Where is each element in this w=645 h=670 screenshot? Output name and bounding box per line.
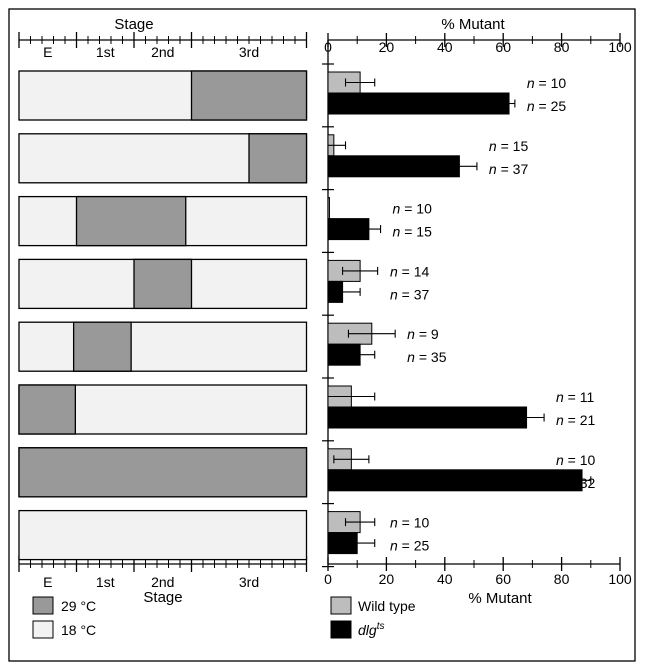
n-label: n = 35: [407, 349, 447, 365]
stage-axis-title-bottom: Stage: [143, 589, 182, 606]
percent-axes: 020406080100020406080100: [322, 33, 632, 587]
n-label: n = 21: [556, 412, 596, 428]
stage-label-bottom-1: 1st: [96, 574, 115, 590]
n-label: n = 25: [390, 538, 430, 554]
n-label: n = 10: [393, 201, 433, 217]
condition-row-8: [18, 509, 308, 561]
stage-axes: E 1st 2nd 3rd E 1st 2nd 3rd: [18, 32, 308, 590]
legend-swatch-18c: [32, 620, 54, 639]
legend-label-29c: 29 °C: [61, 598, 96, 614]
condition-rows: [18, 70, 308, 561]
condition-row-2: [18, 133, 308, 184]
condition-row-4: [18, 258, 308, 310]
condition-segment-29c: [133, 258, 193, 310]
legend-label-18c: 18 °C: [61, 622, 96, 638]
bars: n = 10 n = 25 n = 15 n = 37 n = 10 n = 15 n = …: [327, 71, 596, 555]
legend: 29 °C 18 °C Wild type dlgts: [32, 596, 416, 639]
mutant-bar: [327, 469, 583, 492]
n-label: n = 10: [390, 515, 430, 531]
mutant-bar: [327, 406, 528, 429]
percent-tick-label-top-1: 20: [379, 39, 395, 55]
condition-segment-29c: [75, 195, 187, 247]
legend-swatch-29c: [32, 596, 54, 615]
mutant-bar: [327, 92, 510, 115]
condition-segment-29c: [248, 133, 308, 184]
n-label: n = 9: [407, 326, 439, 342]
stage-label-top-2: 2nd: [151, 44, 174, 60]
stage-label-bottom-3: 3rd: [239, 574, 259, 590]
n-label: n = 15: [393, 224, 433, 240]
condition-bar-18c: [18, 509, 308, 561]
wild-type-bar: [327, 197, 330, 220]
condition-bar-18c: [18, 321, 308, 372]
condition-segment-29c: [18, 447, 308, 498]
percent-tick-label-bottom-5: 100: [608, 571, 632, 587]
condition-segment-29c: [190, 70, 308, 121]
percent-tick-label-top-2: 40: [437, 39, 453, 55]
n-label: n = 25: [527, 98, 567, 114]
condition-row-3: [18, 195, 308, 247]
percent-tick-label-top-4: 80: [554, 39, 570, 55]
legend-label-wild-type: Wild type: [358, 598, 416, 614]
condition-segment-29c: [72, 321, 132, 372]
condition-row-1: [18, 70, 308, 121]
percent-tick-label-bottom-3: 60: [495, 571, 511, 587]
condition-row-7: [18, 447, 308, 498]
stage-label-bottom-2: 2nd: [151, 574, 174, 590]
percent-tick-label-bottom-1: 20: [379, 571, 395, 587]
n-label: n = 15: [489, 138, 529, 154]
stage-label-top-0: E: [43, 44, 52, 60]
n-label: n = 10: [527, 75, 567, 91]
n-label: n = 37: [390, 286, 430, 302]
percent-tick-label-top-3: 60: [495, 39, 511, 55]
percent-tick-label-bottom-2: 40: [437, 571, 453, 587]
percent-axis-title-top: % Mutant: [441, 16, 505, 33]
mutant-bar: [327, 155, 460, 178]
condition-segment-29c: [18, 384, 76, 435]
condition-row-5: [18, 321, 308, 372]
n-label: n = 10: [556, 452, 596, 468]
legend-label-mutant-sup: ts: [377, 621, 385, 632]
n-label: n = 37: [489, 161, 529, 177]
stage-label-top-3: 3rd: [239, 44, 259, 60]
legend-label-mutant: dlgts: [358, 621, 384, 638]
percent-tick-label-bottom-0: 0: [324, 571, 332, 587]
n-label: n = 14: [390, 263, 430, 279]
percent-tick-label-bottom-4: 80: [554, 571, 570, 587]
n-label: n = 32: [556, 475, 596, 491]
percent-tick-label-top-5: 100: [608, 39, 632, 55]
condition-row-6: [18, 384, 308, 435]
legend-swatch-mutant: [330, 620, 352, 639]
legend-label-mutant-base: dlg: [358, 622, 377, 638]
stage-label-top-1: 1st: [96, 44, 115, 60]
legend-swatch-wild-type: [330, 596, 352, 615]
stage-axis-title-top: Stage: [114, 16, 153, 33]
percent-axis-title-bottom: % Mutant: [468, 590, 532, 607]
stage-label-bottom-0: E: [43, 574, 52, 590]
n-label: n = 11: [556, 389, 594, 405]
